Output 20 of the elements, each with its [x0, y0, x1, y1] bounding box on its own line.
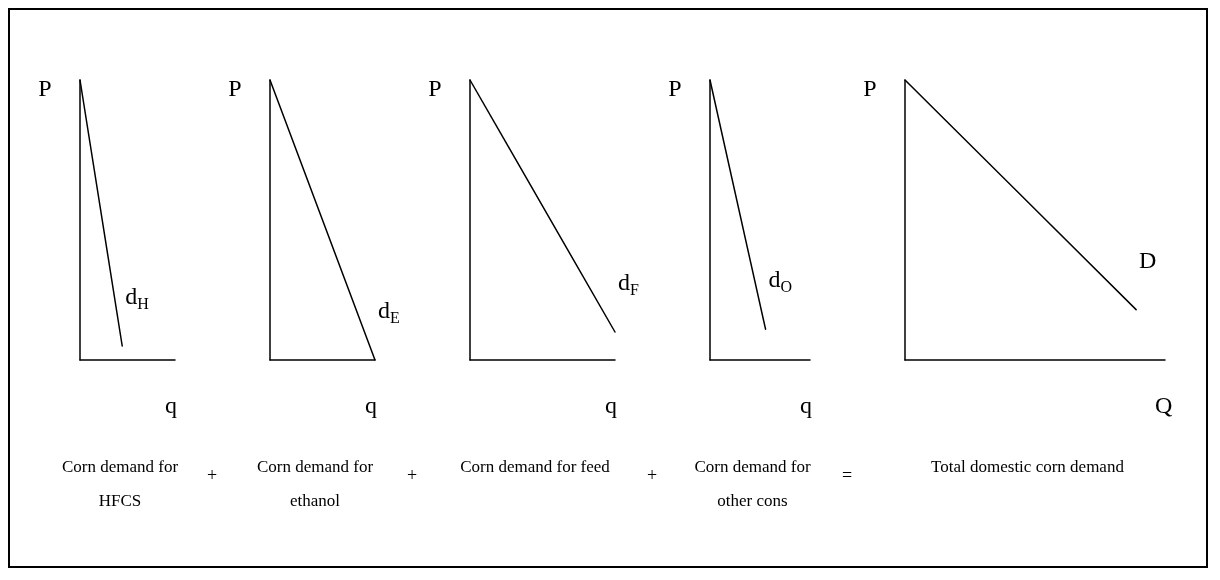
text: Corn demand for ethanol: [256, 457, 374, 510]
series-label: D: [1139, 246, 1157, 273]
y-axis-title: P: [428, 75, 442, 101]
y-axis-title: P: [228, 75, 242, 101]
x-axis-title: q: [800, 392, 812, 418]
x-axis-title: Q: [1155, 392, 1173, 418]
text: Corn demand for HFCS: [61, 457, 179, 510]
x-axis-title: q: [165, 392, 177, 418]
x-axis-title: q: [605, 392, 617, 418]
y-axis-title: P: [668, 75, 682, 101]
text: +: [647, 465, 658, 486]
x-axis-title: q: [365, 392, 377, 418]
text: +: [407, 465, 418, 486]
text: +: [207, 465, 218, 486]
y-axis-title: P: [863, 75, 877, 101]
text: Corn demand for other cons: [694, 457, 811, 510]
text: Total domestic corn demand: [931, 457, 1124, 476]
text: Corn demand for feed: [460, 457, 610, 476]
text: =: [842, 465, 853, 486]
y-axis-title: P: [38, 75, 52, 101]
